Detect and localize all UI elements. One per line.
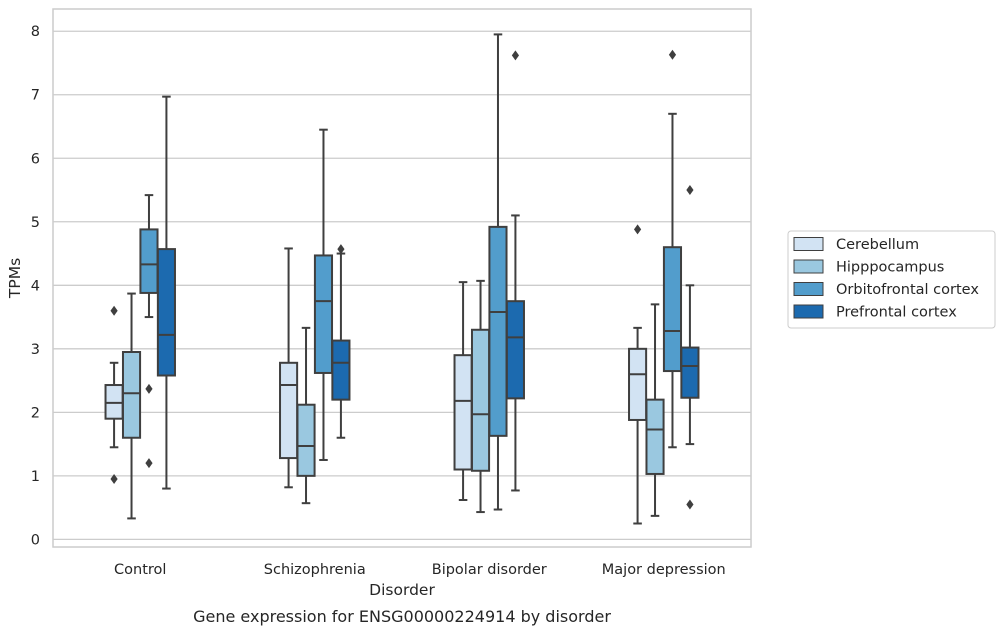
outlier-point <box>686 499 694 510</box>
box-iqr <box>156 248 176 377</box>
legend-swatch <box>793 282 824 296</box>
box-hipppocampus <box>121 292 142 520</box>
y-tick-label: 2 <box>31 405 40 421</box>
x-tick-label: Schizophrenia <box>264 562 366 578</box>
box-orbitofrontal-cortex <box>662 49 683 449</box>
box-cerebellum <box>453 281 473 501</box>
box-cerebellum <box>104 305 124 485</box>
y-tick-label: 1 <box>31 469 40 485</box>
legend-swatch <box>793 304 824 319</box>
y-tick-labels: 0 1 2 3 4 5 6 7 8 <box>31 24 40 548</box>
box-iqr <box>505 300 525 400</box>
chart-caption: Gene expression for ENSG00000224914 by d… <box>193 607 611 626</box>
box-hipppocampus <box>296 326 316 505</box>
box-prefrontal-cortex <box>331 244 351 439</box>
box-iqr <box>331 339 351 401</box>
legend-label: Orbitofrontal cortex <box>836 282 979 298</box>
y-tick-label: 4 <box>31 278 40 294</box>
x-tick-label: Bipolar disorder <box>432 562 547 578</box>
box-series <box>104 33 700 525</box>
outlier-point <box>145 383 153 394</box>
y-tick-label: 7 <box>31 88 40 104</box>
outlier-point <box>110 305 118 316</box>
box-iqr <box>662 246 683 373</box>
outlier-point <box>633 224 642 235</box>
legend-swatch <box>793 237 824 251</box>
box-iqr <box>628 347 648 421</box>
x-tick-label: Control <box>114 562 166 578</box>
outlier-point <box>511 50 520 61</box>
outlier-point <box>668 49 677 60</box>
box-iqr <box>680 346 700 399</box>
legend-frame <box>787 230 996 329</box>
outlier-point <box>337 244 345 255</box>
y-tick-label: 0 <box>31 532 40 548</box>
box-prefrontal-cortex <box>156 95 176 490</box>
y-tick-label: 5 <box>31 215 40 231</box>
box-cerebellum <box>279 247 299 489</box>
box-orbitofrontal-cortex <box>139 194 159 469</box>
box-iqr <box>488 225 508 437</box>
legend-label: Prefrontal cortex <box>836 305 957 321</box>
box-iqr <box>296 403 316 477</box>
box-orbitofrontal-cortex <box>488 33 508 511</box>
legend: Cerebellum Hipppocampus Orbitofrontal cort… <box>787 230 996 329</box>
box-prefrontal-cortex <box>505 50 525 492</box>
x-tick-label: Major depression <box>602 562 726 578</box>
box-iqr <box>279 361 299 460</box>
outlier-point <box>110 474 118 485</box>
y-tick-label: 8 <box>31 24 40 40</box>
box-iqr <box>645 398 665 475</box>
box-iqr <box>313 254 334 374</box>
box-cerebellum <box>628 224 648 525</box>
legend-label: Cerebellum <box>836 237 919 253</box>
y-tick-label: 3 <box>31 342 40 358</box>
legend-label: Hipppocampus <box>836 260 944 276</box>
box-hipppocampus <box>470 279 491 514</box>
y-axis-label: TPMs <box>6 258 24 299</box>
legend-swatch <box>793 259 824 274</box>
box-iqr <box>121 350 142 439</box>
plot-frame <box>52 8 752 548</box>
box-prefrontal-cortex <box>680 185 700 510</box>
box-hipppocampus <box>645 303 665 517</box>
y-tick-label: 6 <box>31 151 40 167</box>
outlier-point <box>686 185 694 196</box>
x-tick-labels: Control Schizophrenia Bipolar disorder Majo… <box>114 562 726 578</box>
box-orbitofrontal-cortex <box>313 128 334 461</box>
outlier-point <box>145 458 153 469</box>
box-iqr <box>470 328 491 472</box>
x-axis-label: Disorder <box>369 581 435 599</box>
box-iqr <box>453 354 473 471</box>
box-iqr <box>139 228 159 294</box>
